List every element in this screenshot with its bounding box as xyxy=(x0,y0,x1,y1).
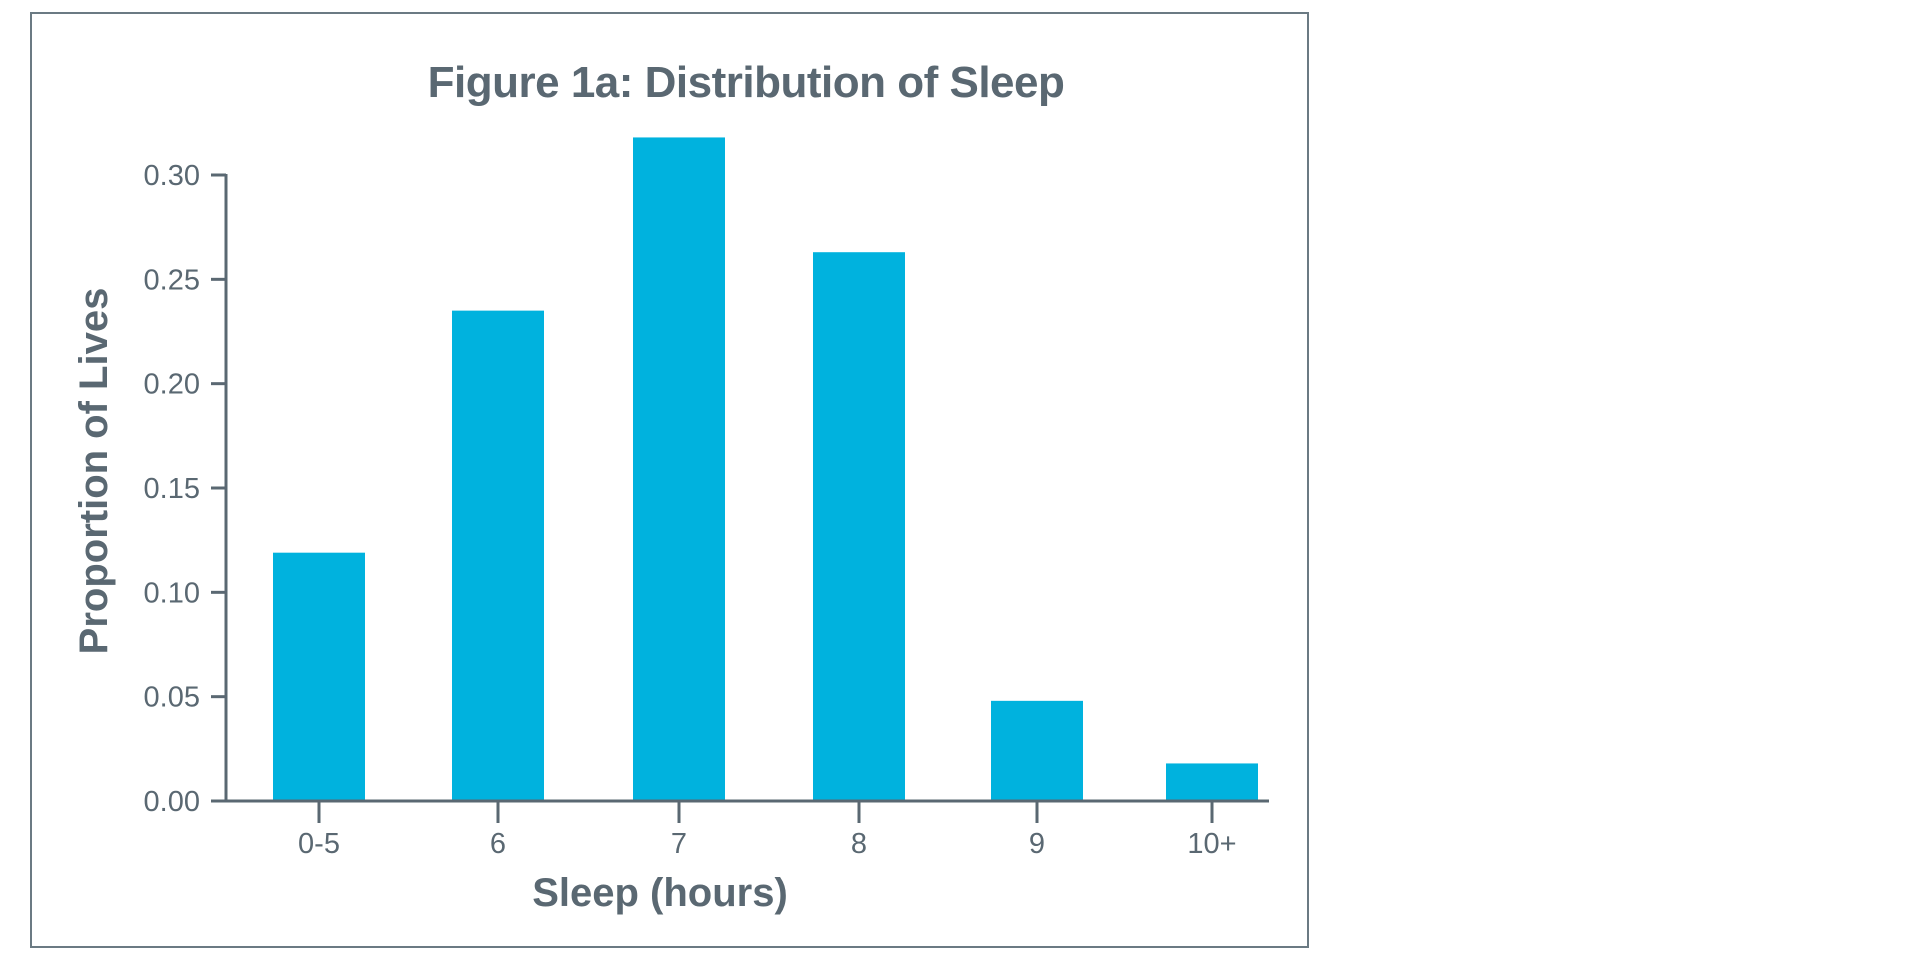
y-tick-label: 0.15 xyxy=(144,473,200,505)
y-axis-label: Proportion of Lives xyxy=(72,288,116,655)
y-tick-label: 0.25 xyxy=(144,264,200,296)
y-tick-label: 0.20 xyxy=(144,369,200,401)
bar-7 xyxy=(633,137,725,801)
bar-0-5 xyxy=(273,552,365,801)
bar-8 xyxy=(813,252,905,801)
y-tick-label: 0.30 xyxy=(144,160,200,192)
chart-title: Figure 1a: Distribution of Sleep xyxy=(428,58,1065,107)
x-tick-label: 7 xyxy=(671,828,687,860)
bar-10+ xyxy=(1166,763,1258,801)
x-ticks: 0-5 6 7 8 9 10+ xyxy=(298,801,1237,860)
y-tick-label: 0.10 xyxy=(144,577,200,609)
x-tick-label: 10+ xyxy=(1187,828,1236,860)
x-tick-label: 0-5 xyxy=(298,828,340,860)
bars-group xyxy=(273,137,1258,801)
x-tick-label: 8 xyxy=(851,828,867,860)
bar-9 xyxy=(991,700,1083,801)
x-axis-label: Sleep (hours) xyxy=(532,871,788,915)
x-tick-label: 6 xyxy=(490,828,506,860)
y-ticks: 0.00 0.05 0.10 0.15 0.20 0.25 0.30 xyxy=(144,160,226,818)
bar-6 xyxy=(452,310,544,801)
y-tick-label: 0.00 xyxy=(144,786,200,818)
y-tick-label: 0.05 xyxy=(144,682,200,714)
x-tick-label: 9 xyxy=(1029,828,1045,860)
